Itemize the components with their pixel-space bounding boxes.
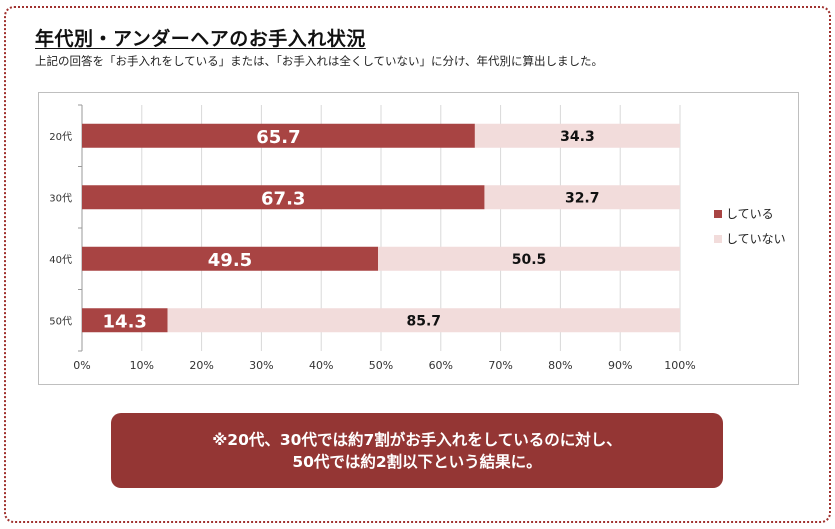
- data-label-not-doing: 32.7: [565, 190, 600, 206]
- data-label-not-doing: 85.7: [406, 313, 441, 329]
- x-tick-label: 90%: [608, 359, 632, 372]
- category-label: 50代: [49, 315, 72, 327]
- category-label: 30代: [49, 192, 72, 204]
- x-tick-label: 60%: [429, 359, 453, 372]
- x-tick-label: 100%: [664, 359, 695, 372]
- bar-doing: [82, 123, 475, 148]
- data-label-doing: 14.3: [103, 311, 147, 332]
- x-tick-label: 50%: [369, 359, 393, 372]
- legend-label-not-doing: していない: [726, 232, 786, 246]
- legend-swatch-not-doing: [714, 235, 722, 243]
- bar-doing: [82, 308, 168, 333]
- data-label-doing: 65.7: [256, 127, 300, 148]
- category-label: 40代: [49, 254, 72, 266]
- x-tick-label: 10%: [130, 359, 154, 372]
- bar-doing: [82, 246, 379, 271]
- x-tick-label: 0%: [73, 359, 90, 372]
- chart-area: 0% 10% 20% 30% 40% 50% 60% 70% 80% 90% 100% 20代 65.7…: [38, 92, 799, 385]
- page-title: 年代別・アンダーヘアのお手入れ状況: [35, 28, 366, 50]
- page-subtitle: 上記の回答を「お手入れをしている」または、「お手入れは全くしていない」に分け、年…: [35, 54, 603, 68]
- bar-not-doing: [484, 185, 680, 210]
- bar-not-doing: [378, 246, 680, 271]
- x-tick-label: 30%: [249, 359, 273, 372]
- category-label: 20代: [49, 131, 72, 143]
- summary-note: ※20代、30代では約7割がお手入れをしているのに対し、 50代では約2割以下と…: [111, 413, 723, 488]
- bar-doing: [82, 185, 485, 210]
- x-tick-label: 40%: [309, 359, 333, 372]
- stacked-bar-chart: 0% 10% 20% 30% 40% 50% 60% 70% 80% 90% 100% 20代 65.7…: [49, 104, 786, 372]
- x-tick-label: 70%: [488, 359, 512, 372]
- bar-not-doing: [474, 123, 680, 148]
- x-tick-label: 20%: [189, 359, 213, 372]
- dotted-frame: [4, 6, 831, 523]
- legend-label-doing: している: [726, 207, 774, 221]
- bar-not-doing: [167, 308, 680, 333]
- data-label-not-doing: 50.5: [512, 252, 547, 268]
- data-label-doing: 49.5: [208, 250, 252, 271]
- x-tick-label: 80%: [548, 359, 572, 372]
- summary-line-2: 50代では約2割以下という結果に。: [292, 452, 542, 471]
- summary-line-1: ※20代、30代では約7割がお手入れをしているのに対し、: [212, 430, 622, 449]
- data-label-doing: 67.3: [261, 188, 305, 209]
- legend-swatch-doing: [714, 210, 722, 218]
- data-label-not-doing: 34.3: [560, 129, 595, 145]
